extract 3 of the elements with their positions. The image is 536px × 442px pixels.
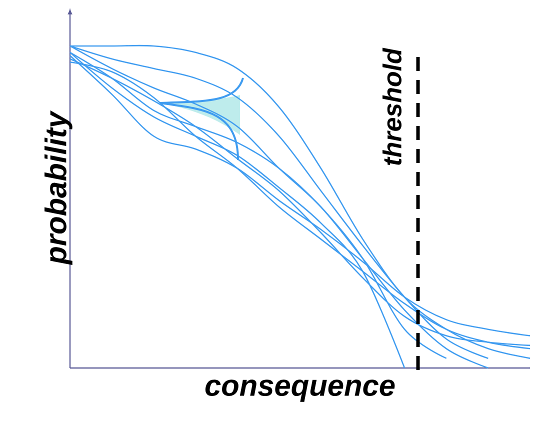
x-axis-title: consequence — [205, 380, 395, 402]
y-axis-title: probability — [44, 110, 72, 266]
annotation: threshold — [382, 48, 402, 166]
